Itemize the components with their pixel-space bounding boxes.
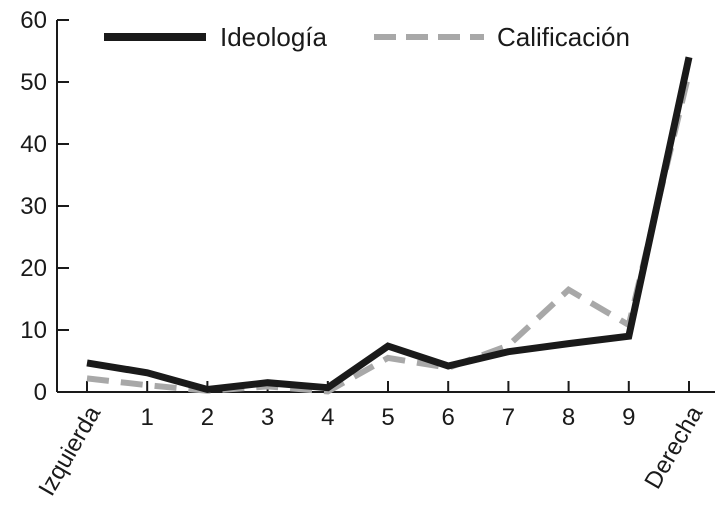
legend: Ideología Calificación xyxy=(104,22,630,52)
y-tick-label: 0 xyxy=(34,379,47,406)
legend-label-1: Calificación xyxy=(497,22,630,52)
series-line-1 xyxy=(86,72,692,395)
x-tick-label: 8 xyxy=(562,404,575,431)
x-tick-label: 2 xyxy=(201,404,214,431)
x-tick-label: Derecha xyxy=(639,401,708,494)
x-tick-label: 7 xyxy=(502,404,515,431)
series-line-0 xyxy=(86,56,693,394)
x-tick-label: 6 xyxy=(442,404,455,431)
series-lines xyxy=(86,56,693,395)
y-tick-label: 20 xyxy=(20,255,47,282)
x-tick-label: 1 xyxy=(141,404,154,431)
y-tick-label: 40 xyxy=(20,131,47,158)
y-tick-label: 60 xyxy=(20,7,47,34)
y-tick-label: 50 xyxy=(20,69,47,96)
x-tick-label: 3 xyxy=(261,404,274,431)
x-axis-ticks: Izquierda 1 2 3 4 5 6 7 8 9 Derecha xyxy=(33,381,709,501)
y-tick-label: 30 xyxy=(20,193,47,220)
legend-label-0: Ideología xyxy=(220,22,328,52)
x-tick-label: 4 xyxy=(321,404,334,431)
x-tick-label: Izquierda xyxy=(33,401,106,501)
y-tick-label: 10 xyxy=(20,317,47,344)
x-tick-label: 5 xyxy=(381,404,394,431)
x-tick-label: 9 xyxy=(622,404,635,431)
y-axis-ticks: 0 10 20 30 40 50 60 xyxy=(20,7,69,406)
